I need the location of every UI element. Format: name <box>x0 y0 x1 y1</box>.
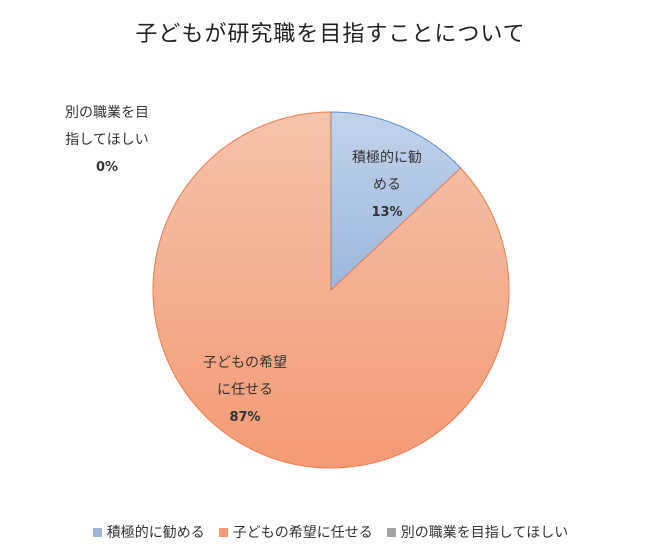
pie-chart <box>152 111 510 469</box>
legend-label: 積極的に勧める <box>106 525 205 541</box>
slice-label-line: める <box>373 177 401 193</box>
legend-swatch <box>218 527 228 537</box>
legend-label: 子どもの希望に任せる <box>232 525 373 541</box>
pie-slices <box>152 111 510 469</box>
slice-value-label: 13% <box>371 205 403 220</box>
slice-label-line: 指してほしい <box>65 132 149 148</box>
slice-label-line: に任せる <box>217 382 273 398</box>
legend-item-recommend: 積極的に勧める <box>92 522 205 542</box>
chart-title: 子どもが研究職を目指すことについて <box>135 22 526 47</box>
slice-label-line: 子どもの希望 <box>203 355 287 371</box>
legend-label: 別の職業を目指してほしい <box>400 525 569 541</box>
slice-label-recommend: 積極的に勧 める 13% <box>342 145 432 226</box>
slice-label-childs-choice: 子どもの希望 に任せる 87% <box>190 350 300 431</box>
legend-item-childs-choice: 子どもの希望に任せる <box>218 522 373 542</box>
slice-label-other-job: 別の職業を目 指してほしい 0% <box>52 100 162 181</box>
legend-swatch <box>92 527 102 537</box>
slice-value-label: 87% <box>229 410 261 425</box>
slice-value-label: 0% <box>95 160 119 175</box>
slice-label-line: 積極的に勧 <box>352 150 422 166</box>
pie-slice-recommend <box>330 111 462 292</box>
legend-swatch <box>386 527 396 537</box>
legend: 積極的に勧める 子どもの希望に任せる 別の職業を目指してほしい <box>0 522 661 542</box>
pie-slice-childs-choice <box>152 111 510 469</box>
slice-label-line: 別の職業を目 <box>65 105 149 121</box>
legend-item-other-job: 別の職業を目指してほしい <box>386 522 569 542</box>
